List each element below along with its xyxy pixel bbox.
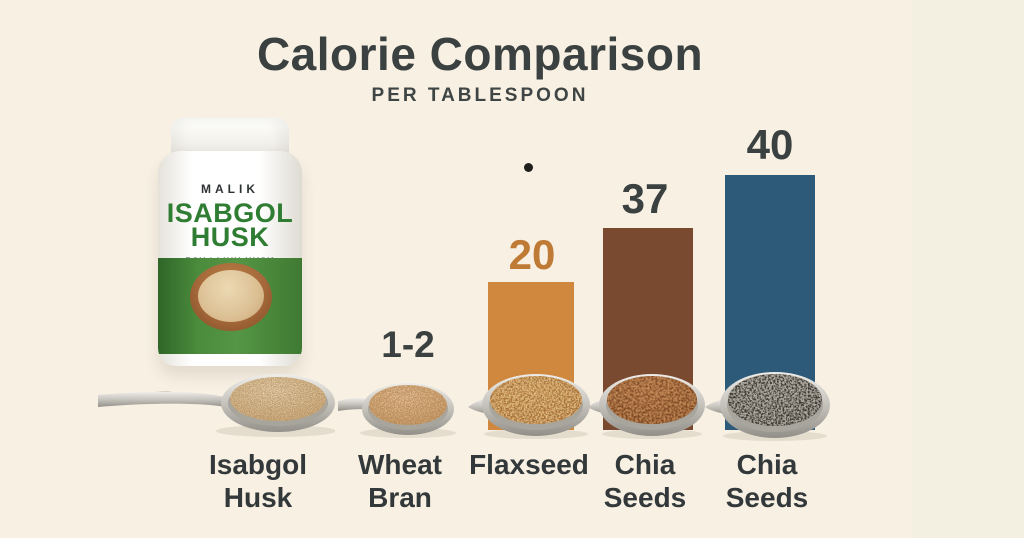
category-line1: Chia [614, 449, 676, 480]
bottle-brand: MALIK [201, 182, 259, 196]
value-label-flaxseed: 20 [508, 231, 556, 278]
background-right-panel [912, 0, 1024, 538]
category-line1: Wheat [358, 449, 442, 480]
bottle-product-name-line2: HUSK [190, 222, 270, 252]
category-line2: Husk [223, 482, 293, 513]
decorative-dot [524, 163, 533, 172]
chia-seeds-black-spoon-image [705, 372, 830, 441]
bottle-bowl-image [190, 263, 272, 331]
value-label-wheat-bran: 1-2 [381, 324, 435, 365]
category-line2: Seeds [725, 482, 809, 513]
category-line1: Flaxseed [469, 449, 589, 480]
category-line2: Seeds [603, 482, 687, 513]
page-title: Calorie Comparison [256, 28, 704, 80]
category-label-chia-seeds-black: Chia Seeds [692, 448, 842, 514]
category-line1: Isabgol [208, 449, 307, 480]
bottle-product-name: ISABGOL HUSK [158, 198, 302, 252]
product-bottle: MALIK ISABGOL HUSK PSY | LIUH HUSK [158, 118, 302, 366]
category-label-isabgol-husk: Isabgol Husk [183, 448, 333, 514]
bottle-product-name-line1: ISABGOL [166, 198, 294, 228]
isabgol-husk-spoon-image [98, 374, 335, 437]
category-line1: Chia [736, 449, 798, 480]
category-label-flaxseed: Flaxseed [454, 448, 604, 481]
value-label-chia-brown: 37 [621, 175, 669, 222]
category-label-wheat-bran: Wheat Bran [325, 448, 475, 514]
value-label-chia-blue: 40 [746, 121, 794, 168]
wheat-bran-spoon-image [338, 383, 456, 438]
bottle-bowl-powder [198, 270, 264, 322]
flaxseed-spoon-image [468, 374, 590, 439]
bottle-body: MALIK ISABGOL HUSK PSY | LIUH HUSK [158, 151, 302, 366]
page-subtitle: PER TABLESPOON [371, 85, 589, 106]
chia-seeds-brown-spoon-image [588, 374, 705, 439]
category-line2: Bran [368, 482, 432, 513]
category-label-chia-seeds-brown: Chia Seeds [570, 448, 720, 514]
